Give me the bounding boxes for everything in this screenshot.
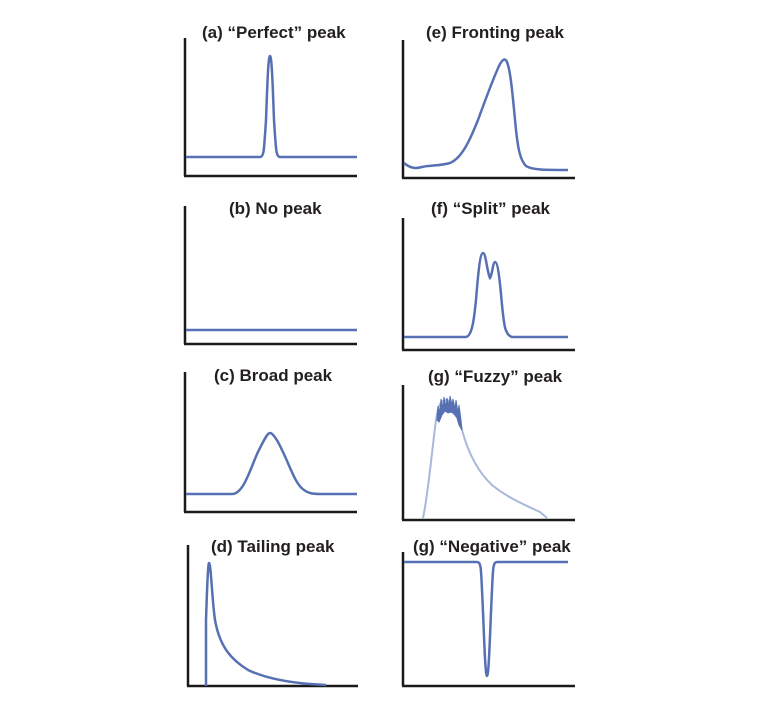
panel-title: (a) “Perfect” peak: [202, 23, 346, 42]
panel-title: (g) “Negative” peak: [413, 537, 571, 556]
panel-title: (f) “Split” peak: [431, 199, 551, 218]
panel-title: (b) No peak: [229, 199, 322, 218]
signal-curve: [404, 251, 568, 339]
signal-curve: [404, 560, 568, 678]
fuzzy-noise-band: [436, 395, 463, 431]
panel-title: (d) Tailing peak: [211, 537, 335, 556]
signal-curve: [403, 58, 569, 172]
panel-title: (c) Broad peak: [214, 366, 333, 385]
signal-curve: [186, 54, 357, 159]
signal-curve: [204, 561, 327, 687]
signal-curve: [186, 431, 357, 496]
panel-title: (e) Fronting peak: [426, 23, 564, 42]
panel-title: (g) “Fuzzy” peak: [428, 367, 563, 386]
